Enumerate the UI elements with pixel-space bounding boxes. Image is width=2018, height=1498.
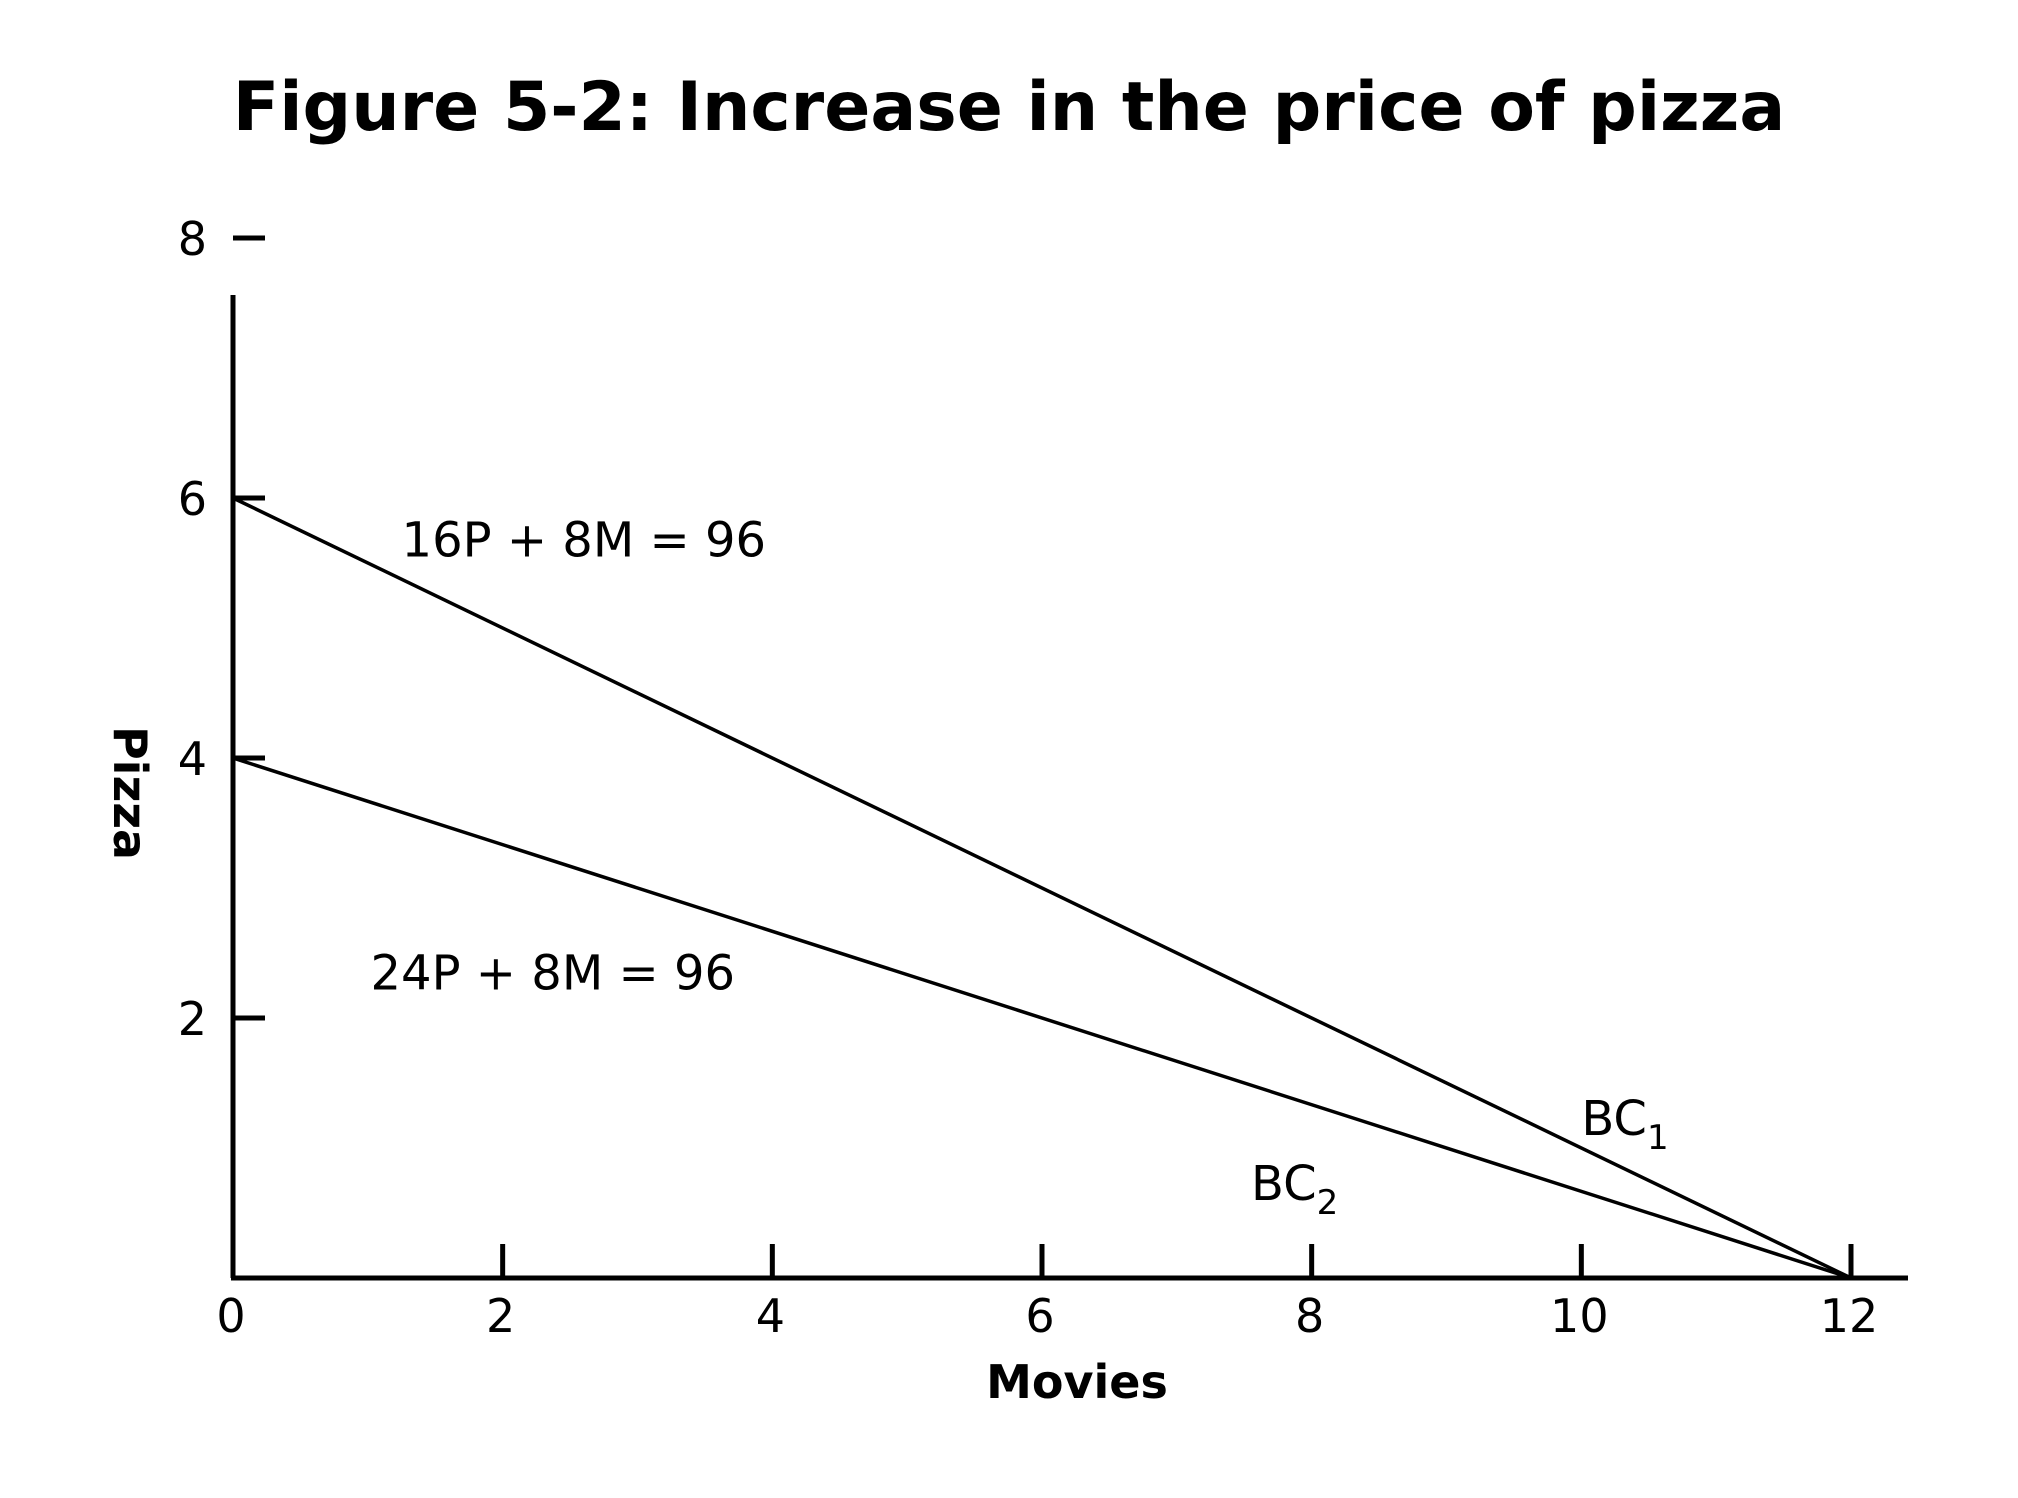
y-tick-label: 6	[178, 472, 207, 526]
series-label-bc1: BC1	[1581, 1091, 1668, 1158]
y-ticks: 2 4 6 8	[178, 212, 265, 1046]
y-tick-label: 2	[178, 992, 207, 1046]
x-tick-label: 2	[486, 1289, 515, 1343]
budget-line-bc2	[232, 756, 1852, 1280]
equation-label-bc2: 24P + 8M = 96	[371, 945, 736, 1001]
equation-label-bc1: 16P + 8M = 96	[402, 513, 767, 569]
x-tick-label: 0	[216, 1289, 245, 1343]
y-tick-label: 8	[178, 212, 207, 266]
y-tick-label: 4	[178, 732, 207, 786]
series-label-bc2: BC2	[1251, 1156, 1338, 1223]
x-tick-label: 12	[1820, 1289, 1879, 1343]
x-tick-label: 6	[1025, 1289, 1054, 1343]
series-layer	[232, 496, 1852, 1280]
annotation-layer: 16P + 8M = 96 24P + 8M = 96 BC1 BC2	[371, 513, 1669, 1224]
budget-line-bc1	[232, 496, 1852, 1280]
x-axis-title: Movies	[986, 1355, 1168, 1409]
y-axis-title: Pizza	[103, 726, 157, 860]
chart-title: Figure 5-2: Increase in the price of piz…	[233, 68, 1785, 147]
x-tick-label: 10	[1550, 1289, 1609, 1343]
x-tick-label: 8	[1295, 1289, 1324, 1343]
x-ticks: 0 2 4 6 8 10 12	[216, 1244, 1878, 1343]
axes	[230, 295, 1908, 1281]
x-tick-label: 4	[756, 1289, 785, 1343]
